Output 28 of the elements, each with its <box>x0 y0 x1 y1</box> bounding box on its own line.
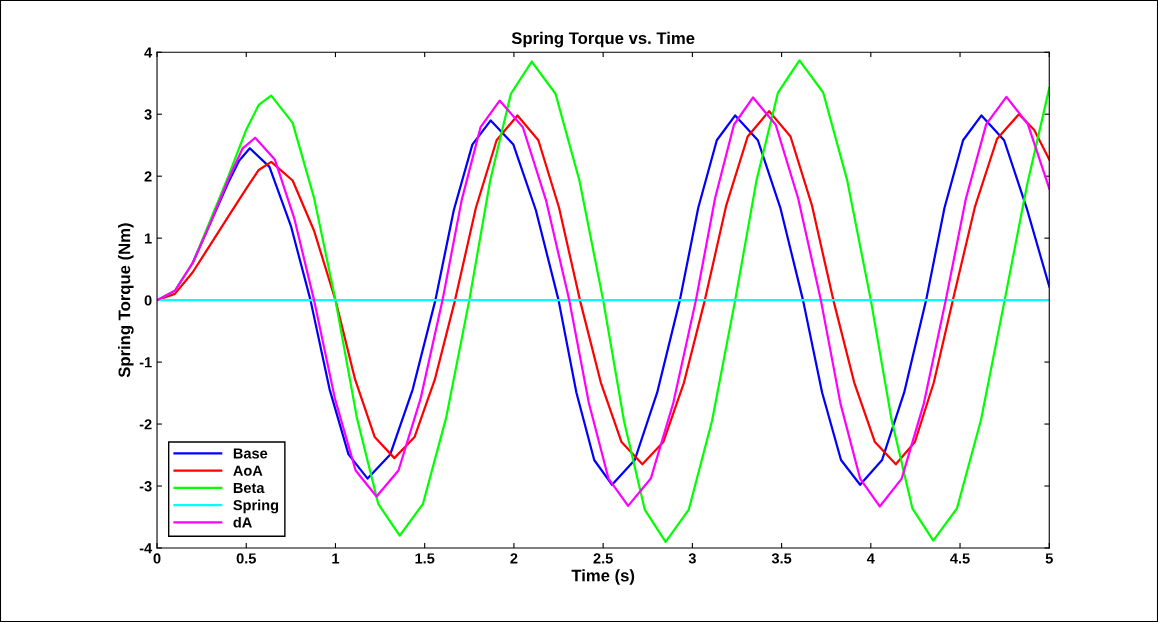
legend-label: AoA <box>233 465 263 476</box>
x-tick-label: 3 <box>688 553 696 564</box>
x-tick-label: 4 <box>866 553 875 564</box>
legend-label: Beta <box>233 482 265 494</box>
y-tick-label: 4 <box>144 47 153 58</box>
y-tick-label: 1 <box>144 233 152 244</box>
legend-label: dA <box>233 516 252 528</box>
x-tick-label: 2.5 <box>593 553 613 564</box>
y-tick-label: -1 <box>139 357 152 368</box>
chart-title: Spring Torque vs. Time <box>511 31 695 48</box>
x-tick-label: 1.5 <box>415 553 435 564</box>
y-tick-label: -2 <box>139 419 152 430</box>
x-axis-title: Time (s) <box>571 569 635 585</box>
x-tick-label: 0 <box>153 553 161 564</box>
y-axis-title: Spring Torque (Nm) <box>118 223 134 378</box>
x-tick-label: 2 <box>510 553 518 564</box>
y-tick-label: 3 <box>144 109 152 120</box>
x-tick-label: 5 <box>1045 553 1053 564</box>
x-tick-label: 4.5 <box>950 553 970 564</box>
legend-label: Spring <box>233 499 279 514</box>
x-tick-label: 3.5 <box>771 553 792 564</box>
y-tick-label: 0 <box>144 295 152 306</box>
legend-label: Base <box>233 448 268 459</box>
x-tick-label: 1 <box>332 553 340 564</box>
y-tick-label: 2 <box>144 171 152 182</box>
y-tick-label: -4 <box>139 543 153 554</box>
x-tick-label: 0.5 <box>236 553 256 564</box>
y-tick-label: -3 <box>139 481 152 492</box>
